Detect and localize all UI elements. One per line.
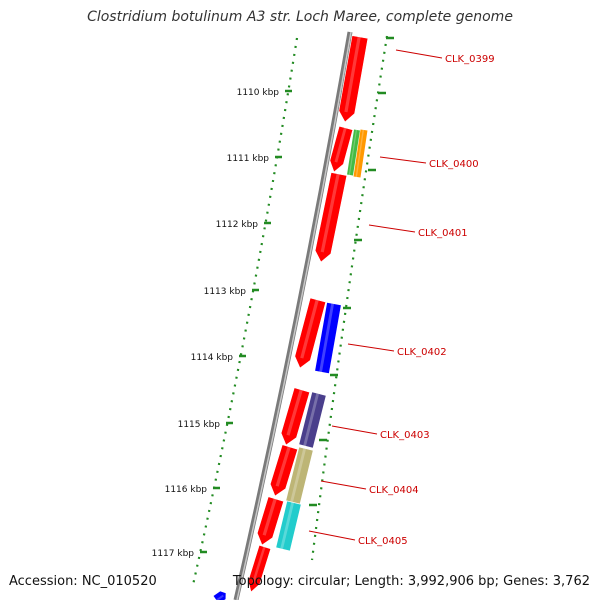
tick-label: 1117 kbp	[152, 549, 195, 559]
tick-label: 1114 kbp	[191, 353, 234, 363]
gene-arrow	[280, 387, 311, 446]
gene-arrow	[329, 125, 354, 173]
gene-arrow	[294, 297, 327, 369]
feature-clk-0402-sheen	[319, 303, 334, 372]
feature-clk-0402	[315, 302, 341, 374]
inner-tick-track	[191, 37, 299, 586]
gene-arrow-sheen	[300, 299, 319, 359]
gene-arrow-sheen	[286, 389, 303, 436]
tick-label: 1116 kbp	[165, 485, 208, 495]
gene-label: CLK_0402	[397, 347, 447, 358]
gene-arrow-sheen	[262, 498, 277, 536]
tick-label: 1112 kbp	[216, 220, 259, 230]
feature-clk-0400-green	[347, 129, 360, 176]
gene-arrow-sheen	[252, 546, 266, 583]
feature-clk-0405	[276, 501, 301, 551]
tick-label: 1111 kbp	[227, 154, 270, 164]
label-leader-line	[395, 49, 443, 59]
label-leader-line	[379, 156, 427, 164]
topology-text: Topology: circular; Length: 3,992,906 bp…	[232, 574, 590, 589]
gene-label: CLK_0399	[445, 54, 495, 65]
label-leader-line	[368, 224, 416, 233]
gene-arrow-clk-0399	[338, 35, 369, 123]
gene-label: CLK_0403	[380, 430, 430, 441]
genome-backbone-highlight	[236, 31, 352, 600]
gene-label: CLK_0401	[418, 228, 468, 239]
label-leader-line	[347, 343, 395, 352]
label-leader-line	[331, 425, 378, 435]
genome-backbone	[233, 31, 353, 600]
gene-label: CLK_0405	[358, 536, 408, 547]
tick-label: 1110 kbp	[237, 88, 280, 98]
feature-clk-0404-sheen	[290, 448, 306, 502]
feature-clk-0403	[299, 392, 326, 448]
tick-label: 1113 kbp	[204, 287, 247, 297]
gene-arrow-partial-sheen	[215, 594, 224, 600]
feature-clk-0400-green-sheen	[348, 129, 357, 175]
gene-arrow	[247, 544, 272, 593]
feature-clk-0400-orange-sheen	[355, 129, 364, 177]
label-leader-line	[320, 480, 367, 490]
accession-text: Accession: NC_010520	[9, 574, 157, 589]
gene-arrow	[256, 496, 285, 546]
gene-label: CLK_0400	[429, 159, 479, 170]
gene-label: CLK_0404	[369, 485, 419, 496]
outer-tick-track	[310, 35, 389, 561]
label-leader-line	[308, 530, 356, 541]
gene-arrow-partial	[212, 590, 227, 600]
feature-clk-0405-sheen	[280, 502, 294, 549]
feature-clk-0400-orange	[353, 129, 368, 178]
gene-arrow-sheen	[275, 446, 291, 487]
gene-arrow	[269, 444, 299, 497]
map-title: Clostridium botulinum A3 str. Loch Maree…	[87, 9, 513, 25]
feature-clk-0403-sheen	[303, 393, 319, 446]
gene-arrow-clk-0399-sheen	[344, 36, 361, 113]
gene-arrow-clk-0401-sheen	[320, 173, 340, 253]
tick-label: 1115 kbp	[178, 420, 221, 430]
feature-clk-0404	[286, 447, 313, 504]
gene-arrow-sheen	[334, 127, 347, 163]
gene-arrow-clk-0401	[314, 172, 348, 263]
